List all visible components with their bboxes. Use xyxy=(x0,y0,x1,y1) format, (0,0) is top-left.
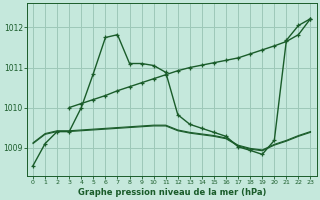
X-axis label: Graphe pression niveau de la mer (hPa): Graphe pression niveau de la mer (hPa) xyxy=(77,188,266,197)
